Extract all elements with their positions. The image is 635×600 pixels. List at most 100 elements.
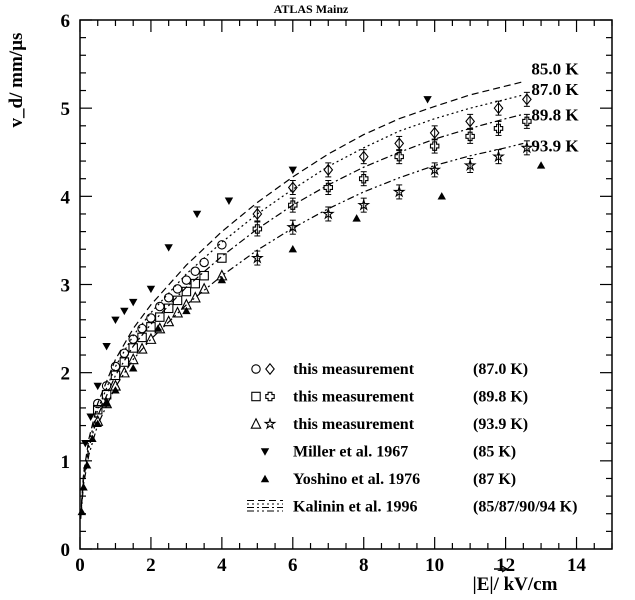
x-tick-label: 2 (146, 555, 156, 576)
y-tick-label: 1 (61, 452, 71, 473)
fit-curve-939 (80, 142, 524, 520)
data-point-triangle-up-filled (102, 399, 111, 407)
data-point-circle (119, 348, 130, 359)
legend-symbol-curve-lines (247, 500, 283, 512)
data-point-triangle-up-filled (82, 461, 92, 469)
data-point-triangle-down-filled (86, 413, 95, 421)
data-point-cross (252, 224, 263, 234)
data-point-diamond (394, 137, 405, 150)
fit-curves (80, 81, 524, 520)
legend-value: (89.8 K) (473, 389, 528, 406)
data-point-triangle-open (101, 397, 113, 409)
x-tick-label: 8 (359, 555, 369, 576)
legend: this measurement (87.0 K)this measurement… (247, 361, 577, 516)
legend-value: (93.9 K) (473, 416, 528, 433)
data-point-square (163, 303, 174, 314)
data-point-triangle-open (136, 342, 148, 354)
legend-entry: this measurement (93.9 K) (250, 416, 528, 433)
y-tick-label: 0 (61, 540, 71, 561)
legend-entry: this measurement (87.0 K) (251, 361, 528, 378)
x-axis-title: |E|/ kV/cm (473, 574, 558, 595)
data-point-triangle-open (163, 315, 175, 327)
data-point-circle (181, 275, 192, 285)
data-point-star (321, 207, 335, 220)
data-point-triangle-up-filled (352, 214, 361, 222)
data-point-circle (146, 313, 156, 323)
data-point-triangle-up-filled (77, 507, 86, 516)
data-point-star (520, 141, 534, 154)
data-point-square (190, 278, 201, 289)
curve-labels: 85.0 K87.0 K 89.8 K 93.9 K (531, 60, 579, 156)
data-point-triangle-down-filled (192, 210, 202, 219)
data-point-triangle-down-filled (164, 244, 173, 252)
x-tick-label: 10 (425, 555, 444, 576)
legend-label: this measurement (293, 389, 415, 406)
data-point-circle (217, 240, 227, 250)
legend-label: Yoshino et al. 1976 (293, 471, 420, 488)
data-point-cross (394, 151, 404, 162)
legend-symbol-star (263, 417, 277, 430)
data-point-triangle-open (189, 291, 201, 303)
data-point-cross (493, 123, 504, 134)
data-point-star (492, 149, 505, 163)
plot-frame (79, 19, 613, 550)
data-point-diamond (521, 93, 532, 106)
legend-symbol-triangle-open (250, 417, 262, 429)
data-point-square (199, 270, 209, 281)
y-tick-label: 5 (61, 99, 71, 120)
data-point-square (119, 357, 130, 367)
x-tick-label: 6 (288, 555, 298, 576)
data-point-diamond (323, 163, 334, 176)
data-point-triangle-down-filled (146, 285, 156, 294)
y-tick-label: 2 (61, 364, 71, 385)
data-point-triangle-down-filled (102, 343, 111, 351)
data-point-star (392, 185, 406, 198)
plot-border (79, 19, 613, 550)
legend-value: (87.0 K) (473, 361, 528, 378)
data-point-square (181, 286, 192, 297)
legend-value: (85/87/90/94 K) (473, 499, 577, 516)
x-tick-label: 4 (217, 555, 227, 576)
x-tick-label: 14 (567, 555, 587, 576)
legend-label: this measurement (293, 361, 415, 378)
y-axis-title: v_d/ mm/µs (6, 33, 27, 128)
data-point-triangle-up-filled (437, 192, 446, 200)
data-point-triangle-up-filled (153, 324, 163, 332)
data-point-circle (190, 266, 201, 277)
legend-symbol-triangle-up-filled (260, 474, 270, 483)
legend-entry: Kalinin et al. 1996 (85/87/90/94 K) (247, 499, 577, 516)
data-point-cross (288, 200, 298, 210)
legend-entry: Yoshino et al. 1976 (87 K) (260, 471, 516, 488)
data-point-triangle-open (118, 366, 130, 378)
data-point-square (146, 322, 156, 332)
curve-label: 93.9 K (531, 136, 579, 155)
data-point-triangle-down-filled (120, 307, 129, 316)
data-point-circle (155, 301, 165, 312)
legend-symbol-square (251, 391, 261, 402)
legend-label: this measurement (293, 416, 415, 433)
data-point-triangle-up-filled (111, 386, 120, 394)
x-tick-label: 0 (75, 555, 85, 576)
legend-label: Miller et al. 1967 (293, 444, 408, 461)
data-point-triangle-open (198, 282, 210, 294)
fit-curve-898 (80, 113, 524, 518)
data-point-cross (323, 182, 334, 193)
data-point-square (217, 253, 227, 263)
data-point-circle (92, 398, 103, 409)
data-point-circle (199, 257, 209, 268)
data-point-star (286, 220, 300, 233)
y-tick-label: 6 (61, 11, 71, 32)
y-tick-label: 4 (61, 187, 71, 208)
y-tick-label: 3 (61, 276, 71, 297)
data-point-triangle-up-filled (79, 483, 88, 491)
data-point-triangle-open (171, 306, 184, 318)
data-point-square (128, 343, 138, 353)
data-point-diamond (287, 181, 298, 194)
data-point-star (428, 163, 442, 176)
x-axis: 0 2 4 6 8 10 12 14 (75, 20, 613, 576)
data-point-triangle-down-filled (111, 316, 120, 324)
data-point-triangle-up-filled (129, 364, 138, 372)
data-point-cross (522, 116, 532, 127)
data-point-diamond (465, 115, 476, 128)
